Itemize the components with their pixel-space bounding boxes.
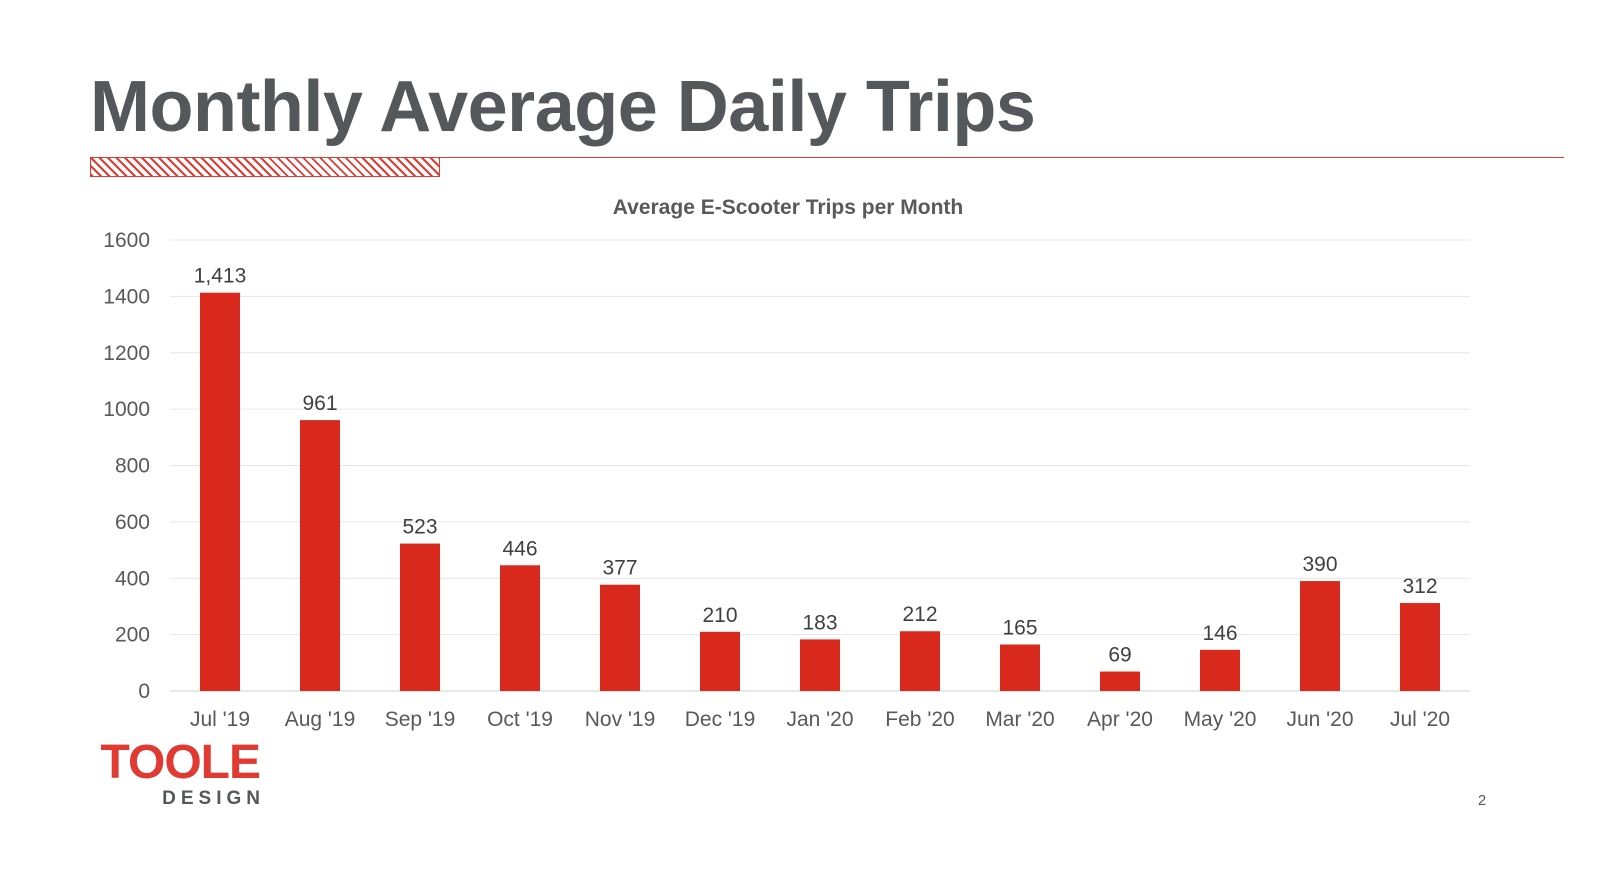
x-category-label: Mar '20 xyxy=(985,708,1054,731)
x-category-label: Feb '20 xyxy=(885,708,954,731)
y-tick-label: 600 xyxy=(115,511,150,534)
x-category-label: Apr '20 xyxy=(1087,708,1153,731)
data-label: 210 xyxy=(702,604,737,627)
x-category-label: Jun '20 xyxy=(1286,708,1353,731)
bar xyxy=(200,292,240,691)
page-number: 2 xyxy=(1477,792,1487,809)
y-tick-label: 1000 xyxy=(103,398,150,421)
y-tick-label: 0 xyxy=(138,680,150,703)
x-category-label: Jan '20 xyxy=(786,708,853,731)
y-tick-label: 1600 xyxy=(103,229,150,252)
data-label: 1,413 xyxy=(194,265,247,288)
title-hatch-accent xyxy=(90,157,440,177)
data-label: 69 xyxy=(1108,644,1131,667)
bar xyxy=(500,565,540,691)
bar xyxy=(1100,671,1140,691)
y-tick-label: 400 xyxy=(115,567,150,590)
slide-title: Monthly Average Daily Trips xyxy=(90,67,1036,147)
data-label: 212 xyxy=(902,603,937,626)
y-tick-label: 200 xyxy=(115,624,150,647)
logo-wordmark-bottom: DESIGN xyxy=(162,788,265,809)
title-rule xyxy=(440,157,1564,158)
y-tick-label: 1200 xyxy=(103,342,150,365)
bar xyxy=(800,639,840,691)
logo-wordmark-top: TOOLE xyxy=(100,736,261,789)
x-axis-categories: Jul '19 Aug '19 Sep '19 Oct '19 Nov '19 Dec '… xyxy=(190,708,1450,731)
y-tick-label: 800 xyxy=(115,455,150,478)
x-category-label: Oct '19 xyxy=(487,708,553,731)
x-category-label: Nov '19 xyxy=(585,708,656,731)
x-category-label: Sep '19 xyxy=(385,708,456,731)
data-label: 146 xyxy=(1202,622,1237,645)
chart-title: Average E-Scooter Trips per Month xyxy=(613,196,963,219)
data-label: 523 xyxy=(402,516,437,539)
x-category-label: Jul '20 xyxy=(1390,708,1450,731)
bar xyxy=(400,543,440,691)
data-label: 183 xyxy=(802,611,837,634)
data-label: 961 xyxy=(302,392,337,415)
data-label: 312 xyxy=(1402,575,1437,598)
data-label: 446 xyxy=(502,537,537,560)
y-tick-label: 1400 xyxy=(103,285,150,308)
data-label: 390 xyxy=(1302,553,1337,576)
x-category-label: Aug '19 xyxy=(285,708,356,731)
bar xyxy=(300,420,340,691)
data-label: 377 xyxy=(602,557,637,580)
bar xyxy=(900,631,940,691)
x-category-label: Dec '19 xyxy=(685,708,756,731)
bar xyxy=(600,584,640,691)
bar xyxy=(1400,603,1440,691)
bar xyxy=(1300,581,1340,691)
data-label: 165 xyxy=(1002,616,1037,639)
x-category-label: May '20 xyxy=(1184,708,1257,731)
data-labels: 1,413 961 523 446 377 210 183 212 165 69 146 390 312 xyxy=(194,265,1438,667)
toole-design-logo: TOOLE DESIGN xyxy=(88,736,261,810)
bar xyxy=(700,631,740,691)
x-category-label: Jul '19 xyxy=(190,708,250,731)
bar xyxy=(1200,649,1240,691)
bar xyxy=(1000,644,1040,691)
y-axis-ticks: 0 200 400 600 800 1000 1200 1400 1600 xyxy=(103,229,150,703)
chart-bars xyxy=(200,292,1440,691)
